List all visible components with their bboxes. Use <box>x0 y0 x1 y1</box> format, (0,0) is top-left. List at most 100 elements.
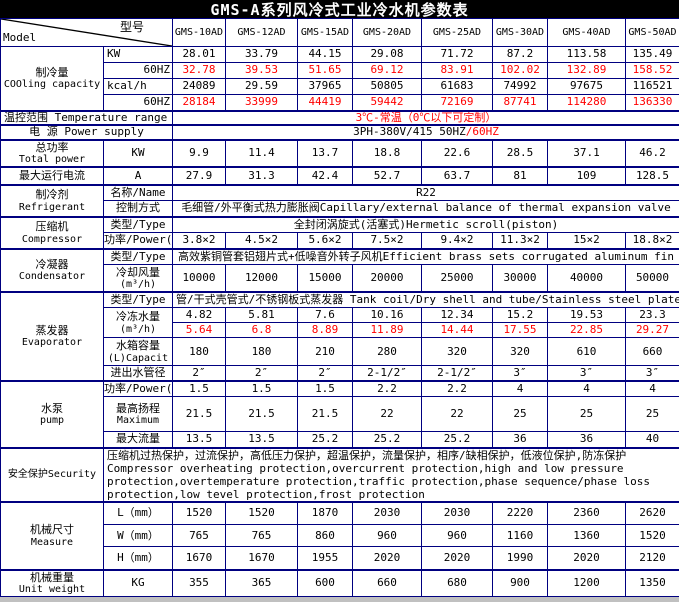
cell: 24089 <box>173 79 226 95</box>
cell: 23.3 <box>626 308 679 323</box>
refrigerant-ctrl-label: 控制方式 <box>104 201 173 217</box>
airflow-label-unit: (m³/h) <box>104 279 172 291</box>
dimensions-label-cn: 机械尺寸 <box>1 523 103 536</box>
section-label-security: 安全保护Security <box>1 448 104 502</box>
cell: 10000 <box>173 265 226 292</box>
cell: 180 <box>226 338 298 366</box>
cell: 44.15 <box>298 47 353 63</box>
cell: 2.2 <box>422 381 493 397</box>
cell: 33999 <box>226 95 298 111</box>
cell: 22.6 <box>422 140 493 167</box>
evaporator-label-en: Evaporator <box>1 337 103 349</box>
tank-label-en: (L)Capacit <box>104 353 172 365</box>
cell: 7.6 <box>298 308 353 323</box>
cell: 765 <box>173 525 226 547</box>
cell: 355 <box>173 570 226 597</box>
cell: 13.5 <box>226 432 298 448</box>
cell: 87741 <box>493 95 548 111</box>
cell: 32.78 <box>173 63 226 79</box>
cell: 4 <box>493 381 548 397</box>
refrigerant-name-value: R22 <box>173 185 679 201</box>
cell: 28.01 <box>173 47 226 63</box>
cell: 36 <box>493 432 548 448</box>
cell: 320 <box>422 338 493 366</box>
evaporator-label-cn: 蒸发器 <box>1 324 103 337</box>
cell: 28184 <box>173 95 226 111</box>
evaporator-pipe-label: 进出水管径 <box>104 366 173 381</box>
cell: 22 <box>353 397 422 432</box>
cell: 132.89 <box>548 63 626 79</box>
dim-w-label: W（mm） <box>104 525 173 547</box>
cell: 1520 <box>226 502 298 525</box>
cell: 8.89 <box>298 323 353 338</box>
model-col-header: GMS-30AD <box>493 19 548 47</box>
cell: 33.79 <box>226 47 298 63</box>
dimensions-label-en: Measure <box>1 537 103 549</box>
cell: 1520 <box>173 502 226 525</box>
cell: 15×2 <box>548 233 626 249</box>
cell: 29.59 <box>226 79 298 95</box>
unit-60hz: 60HZ <box>104 63 173 79</box>
compressor-power-label: 功率/Power(KW <box>104 233 173 249</box>
cell: 3.8×2 <box>173 233 226 249</box>
cell: 25 <box>493 397 548 432</box>
section-label-condenser: 冷凝器 Condensator <box>1 249 104 292</box>
section-label-refrigerant: 制冷剂 Refrigerant <box>1 185 104 217</box>
cooling-label-cn: 制冷量 <box>1 66 103 79</box>
cell: 2220 <box>493 502 548 525</box>
cell: 21.5 <box>226 397 298 432</box>
cell: 52.7 <box>353 167 422 185</box>
section-label-total-power: 总功率 Total power <box>1 140 104 167</box>
model-header-en: Model <box>3 32 36 45</box>
chilled-label-cn: 冷冻水量 <box>104 310 172 323</box>
cell: 25 <box>548 397 626 432</box>
cell: 21.5 <box>298 397 353 432</box>
cell: 15000 <box>298 265 353 292</box>
cell: 320 <box>493 338 548 366</box>
cell: 4.5×2 <box>226 233 298 249</box>
cell: 74992 <box>493 79 548 95</box>
compressor-type-value: 全封闭涡旋式(活塞式)Hermetic scroll(piston) <box>173 217 679 233</box>
cell: 2620 <box>626 502 679 525</box>
cell: 44419 <box>298 95 353 111</box>
cell: 2″ <box>226 366 298 381</box>
cell: 5.64 <box>173 323 226 338</box>
cell: 97675 <box>548 79 626 95</box>
cell: 18.8×2 <box>626 233 679 249</box>
cell: 17.55 <box>493 323 548 338</box>
cell: 2120 <box>626 547 679 570</box>
cell: 42.4 <box>298 167 353 185</box>
cell: 2020 <box>548 547 626 570</box>
cell: 63.7 <box>422 167 493 185</box>
cell: 2360 <box>548 502 626 525</box>
cell: 14.44 <box>422 323 493 338</box>
cell: 2030 <box>422 502 493 525</box>
cell: 4 <box>548 381 626 397</box>
cell: 5.6×2 <box>298 233 353 249</box>
power-supply-value-main: 3PH-380V/415 50HZ <box>353 125 466 138</box>
refrigerant-label-cn: 制冷剂 <box>1 188 103 201</box>
cell: 1990 <box>493 547 548 570</box>
cell: 31.3 <box>226 167 298 185</box>
section-label-weight: 机械重量 Unit weight <box>1 570 104 597</box>
head-label-cn: 最高扬程 <box>104 402 172 415</box>
total-power-label-en: Total power <box>1 154 103 166</box>
cell: 5.81 <box>226 308 298 323</box>
cell: 1.5 <box>173 381 226 397</box>
pump-flow-label: 最大流量 <box>104 432 173 448</box>
cell: 12.34 <box>422 308 493 323</box>
cell: 36 <box>548 432 626 448</box>
cell: 113.58 <box>548 47 626 63</box>
cell: 11.3×2 <box>493 233 548 249</box>
cell: 1670 <box>173 547 226 570</box>
refrigerant-ctrl-value: 毛细管/外平衡式热力膨胀阀Capillary/external balance … <box>173 201 679 217</box>
cell: 72169 <box>422 95 493 111</box>
cell: 610 <box>548 338 626 366</box>
cell: 3″ <box>626 366 679 381</box>
cell: 2.2 <box>353 381 422 397</box>
cell: 21.5 <box>173 397 226 432</box>
unit-a: A <box>104 167 173 185</box>
cell: 210 <box>298 338 353 366</box>
cell: 59442 <box>353 95 422 111</box>
pump-label-cn: 水泵 <box>1 402 103 415</box>
